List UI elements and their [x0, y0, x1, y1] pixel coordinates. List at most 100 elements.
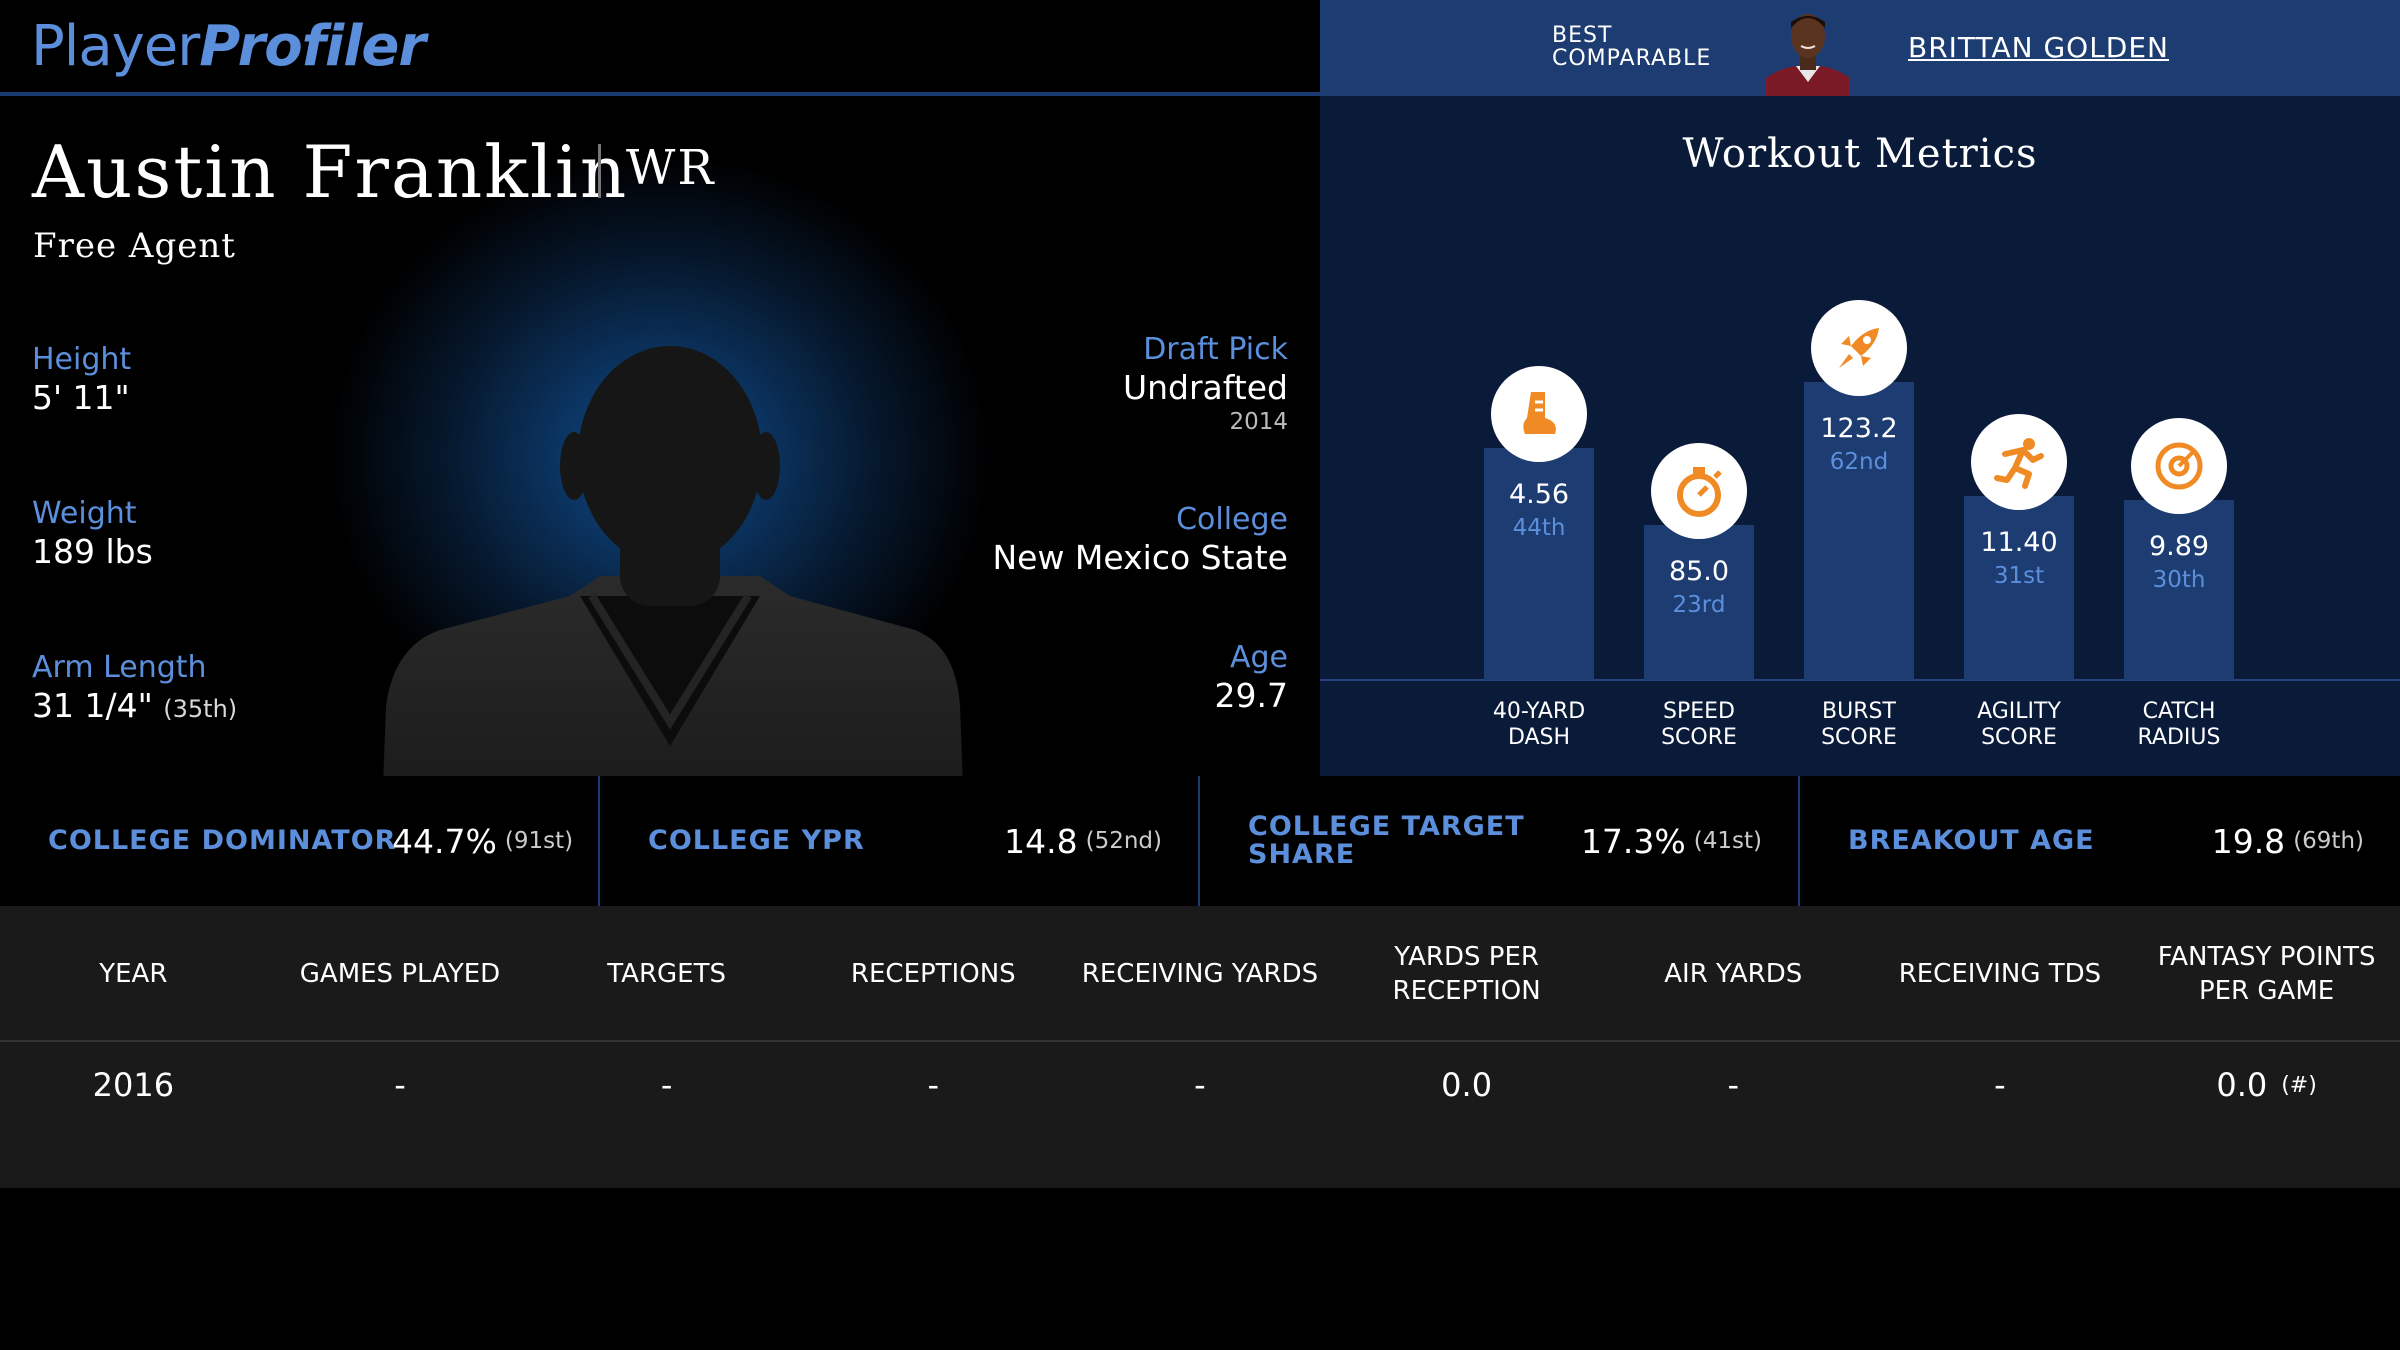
weight-label: Weight — [32, 496, 137, 531]
age-label: Age — [1229, 640, 1288, 675]
metric-breakout-age[interactable]: BREAKOUT AGE 19.8 (69th) — [1800, 776, 2400, 906]
metric-college-target-share[interactable]: COLLEGE TARGET SHARE 17.3% (41st) — [1200, 776, 1800, 906]
runner-icon — [1994, 438, 2044, 489]
workout-label-line2: DASH — [1508, 725, 1570, 750]
column-header-receiving-yards[interactable]: RECEIVING YARDS — [1081, 959, 1319, 989]
workout-rank: 31st — [1994, 563, 2044, 589]
table-header-row: YEAR GAMES PLAYED TARGETS RECEPTIONS REC… — [0, 906, 2400, 1042]
arm-length-value: 31 1/4" — [32, 686, 153, 725]
draft-pick-value: Undrafted — [1122, 368, 1288, 407]
metric-label: COLLEGE DOMINATOR — [48, 825, 397, 856]
column-header-games-played[interactable]: GAMES PLAYED — [299, 959, 501, 989]
rocket-icon — [1839, 328, 1879, 368]
name-divider — [598, 144, 601, 198]
shoe-icon — [1523, 392, 1556, 434]
metric-percentile: (69th) — [2293, 828, 2364, 854]
height-stat: Height 5' 11" — [32, 342, 131, 418]
workout-value: 4.56 — [1509, 479, 1569, 510]
column-header-receptions[interactable]: RECEPTIONS — [850, 959, 1016, 989]
workout-rank: 30th — [2153, 567, 2206, 593]
icon-badge — [1651, 443, 1747, 539]
best-comparable-label: BEST COMPARABLE — [1552, 23, 1712, 71]
cell-air-yards: - — [1727, 1066, 1740, 1104]
team-status: Free Agent — [33, 226, 236, 266]
metric-value: 17.3% — [1580, 821, 1686, 861]
college-value: New Mexico State — [992, 538, 1288, 577]
logo-part-profiler: Profiler — [199, 14, 426, 79]
metric-percentile: (91st) — [504, 828, 574, 854]
column-header-yards-per-reception[interactable]: YARDS PER RECEPTION — [1392, 942, 1541, 1006]
workout-label-line1: AGILITY — [1977, 699, 2061, 724]
workout-label-line2: RADIUS — [2138, 725, 2221, 750]
player-name: Austin Franklin — [32, 130, 629, 214]
metric-college-ypr[interactable]: COLLEGE YPR 14.8 (52nd) — [600, 776, 1200, 906]
best-comparable-bar: BEST COMPARABLE BRITTAN GOLDEN — [1320, 0, 2400, 96]
cell-receptions: - — [927, 1066, 940, 1104]
height-label: Height — [32, 342, 132, 377]
stopwatch-icon — [1677, 467, 1722, 517]
workout-rank: 23rd — [1673, 592, 1726, 618]
cell-targets: - — [660, 1066, 673, 1104]
metric-label: BREAKOUT AGE — [1848, 825, 2095, 856]
weight-value: 189 lbs — [32, 532, 153, 571]
workout-value: 123.2 — [1820, 413, 1897, 444]
cell-receiving-yards: - — [1194, 1066, 1206, 1104]
column-header-receiving-tds[interactable]: RECEIVING TDS — [1898, 959, 2102, 989]
cell-yards-per-reception: 0.0 — [1441, 1066, 1493, 1104]
workout-label-line1: CATCH — [2143, 699, 2216, 724]
player-position: WR — [626, 140, 716, 196]
workout-metrics-title: Workout Metrics — [1682, 131, 2038, 177]
age-value: 29.7 — [1214, 676, 1288, 715]
workout-label-line1: SPEED — [1663, 699, 1735, 724]
workout-rank: 44th — [1513, 515, 1566, 541]
age-stat: Age 29.7 — [1215, 640, 1288, 716]
column-header-targets[interactable]: TARGETS — [607, 959, 726, 989]
arm-length-percentile: (35th) — [163, 695, 238, 723]
college-stat: College New Mexico State — [992, 502, 1288, 578]
workout-label-line1: 40-YARD — [1493, 699, 1585, 724]
header-bar: PlayerProfiler — [0, 0, 1320, 96]
column-header-year[interactable]: YEAR — [99, 959, 168, 989]
workout-label-line2: SCORE — [1821, 725, 1897, 750]
workout-value: 11.40 — [1980, 527, 2057, 558]
metric-college-dominator[interactable]: COLLEGE DOMINATOR 44.7% (91st) — [0, 776, 600, 906]
workout-value: 85.0 — [1669, 556, 1729, 587]
workout-metrics-panel: Workout Metrics 4.56 44th 40-YARD DASH 85.0 2… — [1320, 96, 2400, 776]
player-silhouette-icon — [383, 346, 963, 776]
draft-pick-stat: Draft Pick Undrafted 2014 — [1123, 332, 1288, 436]
metric-label: COLLEGE YPR — [648, 825, 865, 856]
logo-part-player: Player — [31, 14, 200, 79]
cell-receiving-tds: - — [1994, 1066, 2006, 1104]
metric-value: 44.7% — [392, 821, 497, 861]
player-bio-panel: Austin Franklin WR Free Agent Height 5' … — [0, 96, 1320, 776]
metric-label: COLLEGE TARGET SHARE — [1248, 811, 1525, 870]
workout-value: 9.89 — [2149, 531, 2209, 562]
workout-label-line2: SCORE — [1661, 725, 1737, 750]
metric-value: 14.8 — [1004, 821, 1078, 861]
workout-metrics-chart: 4.5644th40-YARDDASH85.023rdSPEEDSCORE123… — [1320, 300, 2400, 750]
best-comparable-avatar[interactable] — [1766, 4, 1850, 96]
arm-length-stat: Arm Length 31 1/4" (35th) — [32, 650, 237, 729]
season-stats-table: YEAR GAMES PLAYED TARGETS RECEPTIONS REC… — [0, 906, 2400, 1188]
column-header-fantasy-points-per-game[interactable]: FANTASY POINTS PER GAME — [2157, 942, 2376, 1006]
height-value: 5' 11" — [32, 378, 130, 417]
workout-label-line1: BURST — [1822, 699, 1896, 724]
metric-value: 19.8 — [2211, 821, 2286, 861]
workout-label-line2: SCORE — [1981, 725, 2057, 750]
table-row: 2016 - - - - 0.0 - - 0.0 (#) — [0, 1042, 2400, 1128]
workout-bar — [1964, 496, 2074, 680]
best-comparable-name-link[interactable]: BRITTAN GOLDEN — [1908, 31, 2169, 64]
cell-fantasy-points-per-game: 0.0 (#) — [2216, 1066, 2317, 1104]
workout-rank: 62nd — [1830, 449, 1888, 475]
workout-bar — [1804, 382, 1914, 680]
cell-year: 2016 — [92, 1066, 175, 1104]
site-logo[interactable]: PlayerProfiler — [31, 14, 426, 80]
column-header-air-yards[interactable]: AIR YARDS — [1664, 959, 1803, 989]
metric-percentile: (52nd) — [1085, 828, 1162, 854]
fantasy-rank: (#) — [2281, 1072, 2317, 1098]
